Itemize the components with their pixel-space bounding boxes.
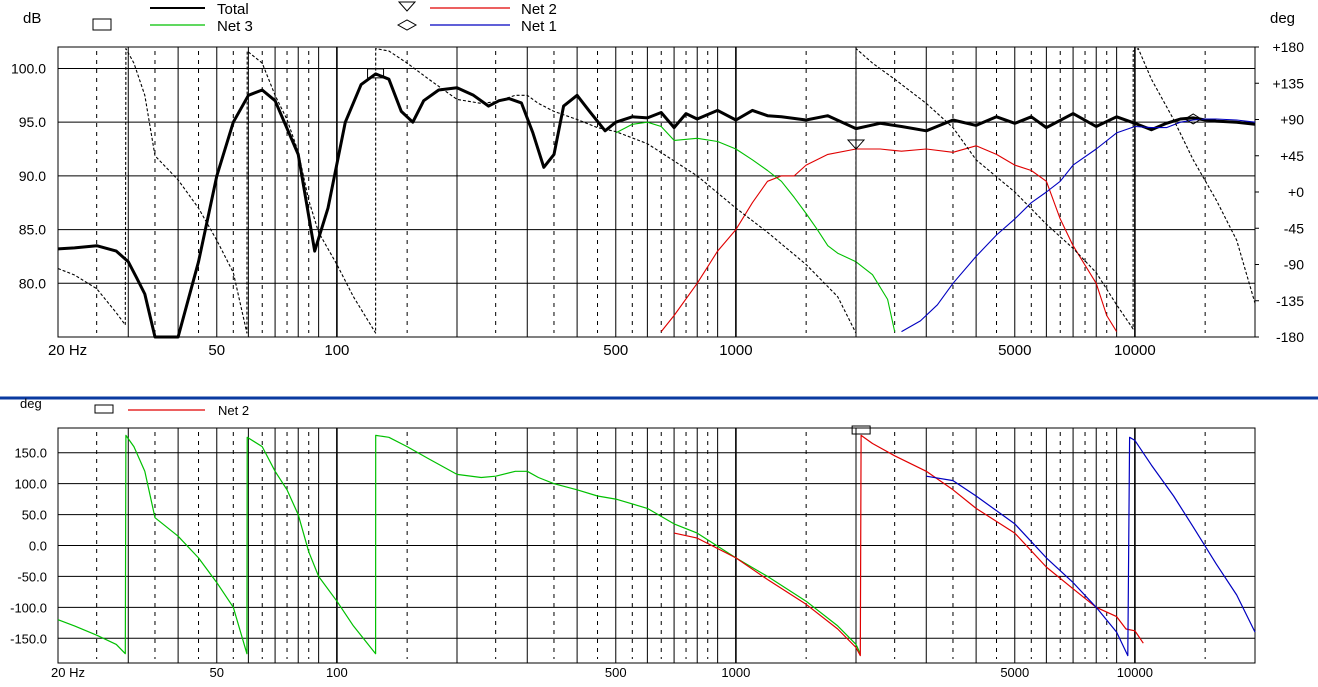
bottom-y-tick-label: -50.0 xyxy=(17,569,47,584)
bottom-x-tick-label: 5000 xyxy=(1000,665,1029,680)
top-y2-axis: +180 +135 +90 +45 +0 -45 -90 -135 -180 xyxy=(1255,39,1304,345)
legend-label-total: Total xyxy=(217,1,249,18)
legend-square-marker xyxy=(92,18,112,31)
series-line-total xyxy=(57,72,1256,339)
series-line-net-2 xyxy=(660,145,1118,332)
bottom-y-tick-label: 100.0 xyxy=(14,477,47,492)
top-x-axis: 20 Hz 50 100 500 1000 5000 10000 xyxy=(48,342,1156,359)
top-x-tick-label: 5000 xyxy=(998,342,1031,359)
top-x-tick-label: 10000 xyxy=(1114,342,1156,359)
bottom-series-line-net-2 xyxy=(673,434,1144,657)
bottom-x-tick-label: 1000 xyxy=(721,665,750,680)
series-line-net-3 xyxy=(615,121,896,332)
top-y-axis: 100.0 95.0 90.0 85.0 80.0 xyxy=(11,60,46,291)
bottom-x-axis: 20 Hz 50 100 500 1000 5000 10000 xyxy=(51,665,1153,680)
bottom-y-axis: 150.0 100.0 50.0 0.0 -50.0 -100.0 -150.0 xyxy=(10,446,47,647)
net2-square-marker xyxy=(851,425,871,435)
bottom-y-tick-label: 50.0 xyxy=(22,508,47,523)
legend-label-net2: Net 2 xyxy=(521,1,557,18)
top-x-tick-label: 1000 xyxy=(719,342,752,359)
series-line-phase-total- xyxy=(57,48,1256,334)
top-y2-tick-label: -135 xyxy=(1276,293,1304,309)
bottom-y-tick-label: 150.0 xyxy=(14,446,47,461)
bottom-x-tick-label: 500 xyxy=(605,665,627,680)
top-y-tick-label: 80.0 xyxy=(19,275,46,291)
bottom-x-tick-label: 50 xyxy=(210,665,224,680)
net1-diamond-marker xyxy=(1184,113,1203,125)
top-unit-right: deg xyxy=(1270,10,1295,27)
top-x-tick-label: 500 xyxy=(603,342,628,359)
bottom-unit-left: deg xyxy=(20,396,42,411)
legend-label-net3: Net 3 xyxy=(217,18,253,35)
legend-diamond-marker xyxy=(396,19,418,31)
legend-label-net2: Net 2 xyxy=(218,403,249,418)
legend-square-marker xyxy=(94,404,114,414)
top-y2-tick-label: +135 xyxy=(1272,75,1304,91)
top-y-tick-label: 85.0 xyxy=(19,222,46,238)
bottom-y-tick-label: -150.0 xyxy=(10,631,47,646)
top-y2-tick-label: +45 xyxy=(1280,148,1304,164)
bottom-y-tick-label: -100.0 xyxy=(10,600,47,615)
top-y2-tick-label: -45 xyxy=(1284,220,1304,236)
top-unit-left: dB xyxy=(23,10,41,27)
top-y2-tick-label: -180 xyxy=(1276,329,1304,345)
bottom-x-tick-label: 20 Hz xyxy=(51,665,85,680)
top-y2-tick-label: +90 xyxy=(1280,112,1304,128)
bottom-x-tick-label: 100 xyxy=(326,665,348,680)
bottom-y-tick-label: 0.0 xyxy=(29,539,47,554)
bottom-x-tick-label: 10000 xyxy=(1117,665,1153,680)
bottom-plot-markers xyxy=(851,425,871,435)
top-y-tick-label: 90.0 xyxy=(19,168,46,184)
top-y2-tick-label: -90 xyxy=(1284,257,1304,273)
top-y2-tick-label: +0 xyxy=(1288,184,1304,200)
top-y-tick-label: 100.0 xyxy=(11,60,46,76)
top-x-tick-label: 20 Hz xyxy=(48,342,87,359)
bottom-plot-grid xyxy=(57,427,1256,664)
series-line-net-1 xyxy=(901,118,1256,333)
top-y-tick-label: 95.0 xyxy=(19,114,46,130)
bottom-series-line-net-1 xyxy=(926,436,1256,657)
top-y2-tick-label: +180 xyxy=(1272,39,1304,55)
bottom-legend: Net 2 xyxy=(94,403,249,418)
top-x-tick-label: 50 xyxy=(208,342,225,359)
bottom-series-line-phase-net-3 xyxy=(57,434,861,655)
legend-label-net1: Net 1 xyxy=(521,18,557,35)
top-plot-grid xyxy=(57,46,1256,338)
top-plot-markers xyxy=(367,68,1203,150)
top-plot-lines xyxy=(57,48,1256,339)
total-square-marker xyxy=(367,68,385,79)
legend-triangle-marker xyxy=(397,1,417,12)
net2-triangle-marker xyxy=(846,139,866,150)
bottom-plot-lines xyxy=(57,434,1256,657)
top-x-tick-label: 100 xyxy=(324,342,349,359)
